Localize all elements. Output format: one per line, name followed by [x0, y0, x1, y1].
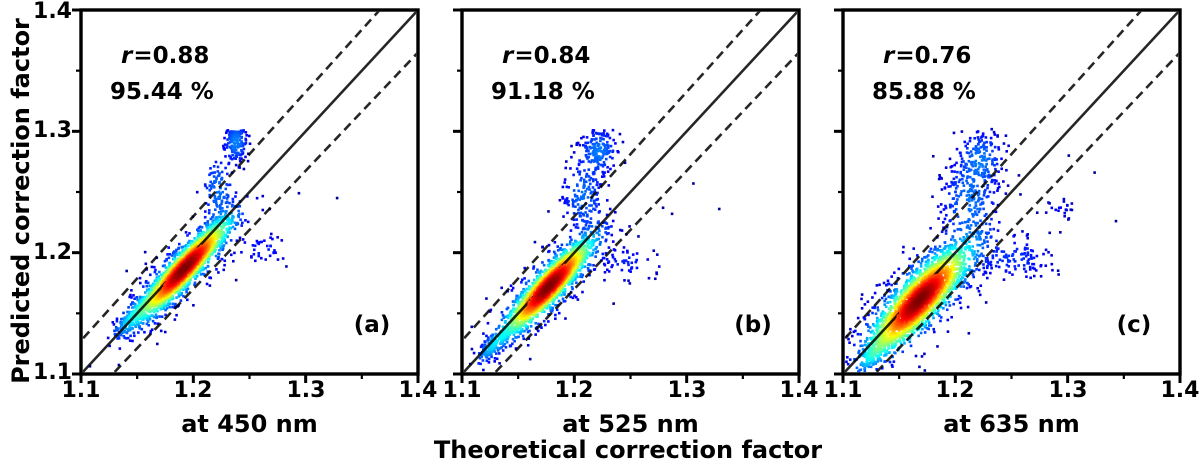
x-tick-label: 1.4 — [1160, 378, 1200, 403]
x-tick-label: 1.3 — [667, 378, 707, 403]
r-value: =0.84 — [514, 43, 591, 69]
coverage-percent-text: 85.88 % — [872, 79, 976, 105]
r-value: =0.88 — [133, 43, 210, 69]
panel-a: r=0.88 95.44 % (a) at 450 nm 1.1 1.2 1.3… — [62, 0, 438, 464]
y-tick-label: 1.3 — [33, 118, 72, 143]
coverage-percent-text: 91.18 % — [491, 79, 595, 105]
panel-letter: (b) — [734, 312, 772, 338]
r-symbol: r — [121, 43, 133, 69]
x-tick-label: 1.2 — [173, 378, 213, 403]
panel-letter: (c) — [1116, 312, 1152, 338]
coverage-percent-text: 95.44 % — [110, 79, 214, 105]
x-tick-label: 1.2 — [554, 378, 594, 403]
y-tick-label: 1.4 — [33, 0, 72, 24]
y-tick-label: 1.2 — [33, 240, 72, 265]
x-tick-label: 1.3 — [1048, 378, 1088, 403]
x-tick-label: 1.1 — [823, 378, 863, 403]
x-tick-label: 1.1 — [61, 378, 101, 403]
x-axis-label: at 525 nm — [562, 410, 699, 438]
shared-x-axis-label: Theoretical correction factor — [433, 436, 823, 464]
r-symbol: r — [883, 43, 895, 69]
y-axis-label: Predicted correction factor — [7, 18, 35, 384]
correlation-text: r=0.76 — [883, 43, 971, 69]
x-tick-label: 1.4 — [398, 378, 438, 403]
r-symbol: r — [502, 43, 514, 69]
correlation-text: r=0.88 — [121, 43, 209, 69]
x-tick-label: 1.1 — [442, 378, 482, 403]
x-tick-label: 1.4 — [779, 378, 819, 403]
x-axis-label: at 450 nm — [181, 410, 318, 438]
x-tick-label: 1.3 — [286, 378, 326, 403]
panel-letter: (a) — [353, 312, 391, 338]
correlation-text: r=0.84 — [502, 43, 590, 69]
r-value: =0.76 — [895, 43, 972, 69]
panel-c: r=0.76 85.88 % (c) at 635 nm 1.1 1.2 1.3… — [824, 0, 1200, 464]
panel-b: r=0.84 91.18 % (b) at 525 nm 1.1 1.2 1.3… — [443, 0, 819, 464]
x-axis-label: at 635 nm — [943, 410, 1080, 438]
y-tick-label: 1.1 — [33, 360, 72, 385]
x-tick-label: 1.2 — [935, 378, 975, 403]
